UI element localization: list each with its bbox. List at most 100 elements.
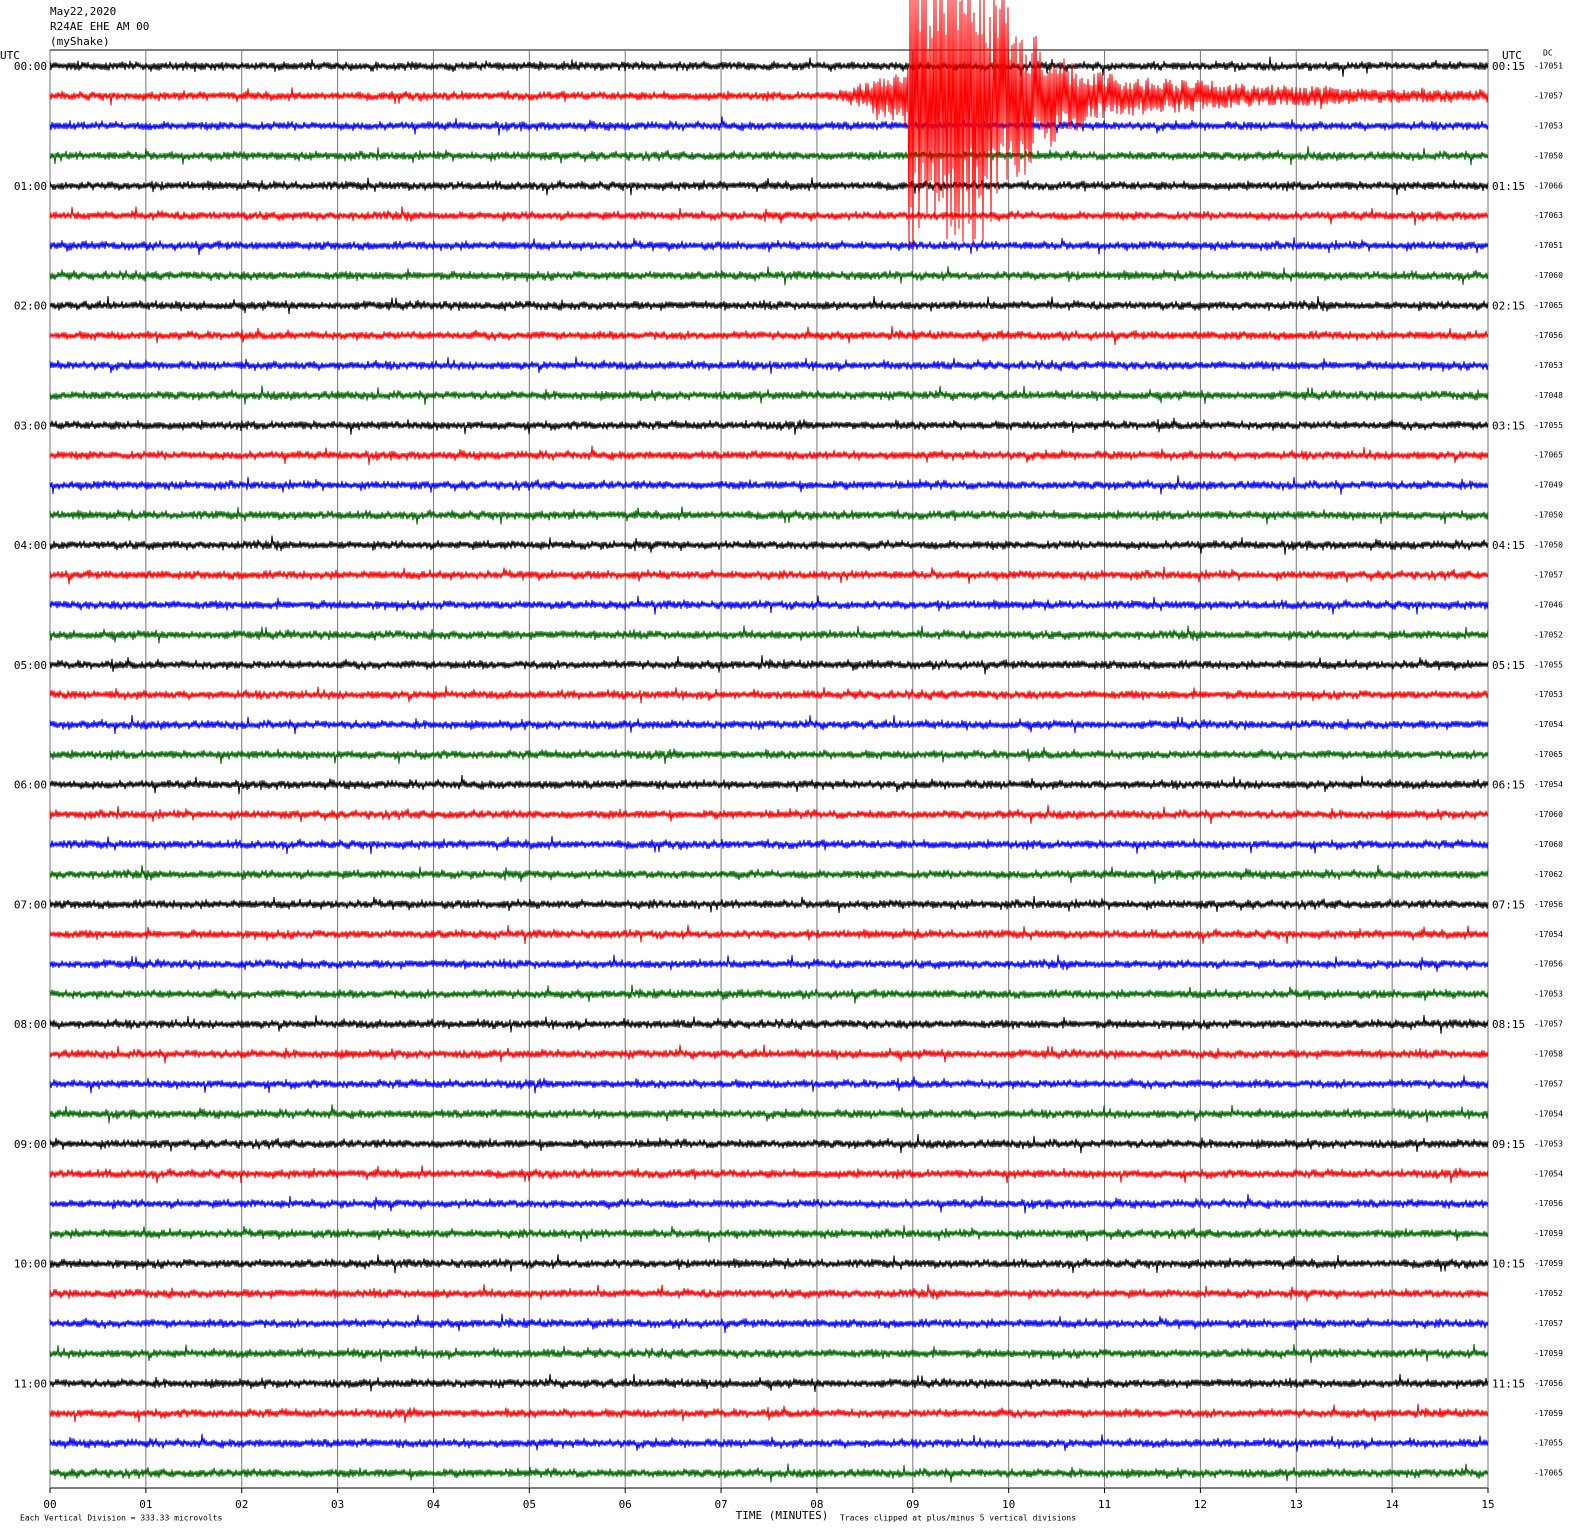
hour-label-right: 06:15 <box>1492 779 1525 792</box>
seismic-trace <box>49 445 1489 465</box>
dc-offset: -17050 <box>1534 541 1563 550</box>
seismic-trace <box>49 1254 1489 1274</box>
seismic-trace <box>49 804 1489 824</box>
dc-offset: -17059 <box>1534 1409 1563 1418</box>
x-tick-label: 10 <box>1002 1498 1015 1511</box>
hour-label-right: 09:15 <box>1492 1138 1525 1151</box>
x-tick-label: 09 <box>906 1498 919 1511</box>
hour-label-left: 01:00 <box>14 180 47 193</box>
seismic-trace <box>49 835 1489 855</box>
hour-label-right: 08:15 <box>1492 1018 1525 1031</box>
dc-offset: -17050 <box>1534 151 1563 160</box>
dc-offset: -17053 <box>1534 121 1563 130</box>
seismic-trace <box>49 1373 1489 1392</box>
seismic-trace <box>49 506 1489 525</box>
seismic-trace <box>49 0 1489 246</box>
station: R24AE EHE AM 00 <box>50 20 149 33</box>
seismic-trace <box>49 385 1489 405</box>
seismic-trace <box>49 775 1489 795</box>
dc-offset: -17065 <box>1534 301 1563 310</box>
seismic-trace <box>49 864 1489 885</box>
dc-offset: -17054 <box>1534 1109 1563 1118</box>
network: (myShake) <box>50 35 110 48</box>
seismic-trace <box>49 1433 1489 1452</box>
x-tick-label: 08 <box>810 1498 823 1511</box>
dc-offset: -17060 <box>1534 840 1563 849</box>
seismic-trace <box>49 296 1489 315</box>
hour-label-right: 04:15 <box>1492 539 1525 552</box>
hour-label-right: 10:15 <box>1492 1258 1525 1271</box>
x-tick-label: 11 <box>1098 1498 1111 1511</box>
dc-offset: -17053 <box>1534 990 1563 999</box>
seismic-trace <box>49 1463 1489 1483</box>
x-tick-label: 13 <box>1290 1498 1303 1511</box>
dc-offset: -17057 <box>1534 1079 1563 1088</box>
seismic-trace <box>49 1225 1489 1243</box>
hour-label-right: 01:15 <box>1492 180 1525 193</box>
dc-offset: -17066 <box>1534 181 1563 190</box>
seismic-trace <box>49 1343 1489 1364</box>
x-tick-label: 15 <box>1481 1498 1494 1511</box>
hour-label-left: 08:00 <box>14 1018 47 1031</box>
dc-offset: -17055 <box>1534 1439 1563 1448</box>
dc-offset: -17052 <box>1534 1289 1563 1298</box>
seismic-trace <box>49 924 1489 945</box>
seismic-trace <box>49 177 1489 196</box>
hour-label-left: 03:00 <box>14 419 47 432</box>
dc-offset: -17065 <box>1534 750 1563 759</box>
scale-note: Each Vertical Division = 333.33 microvol… <box>20 1514 222 1523</box>
x-tick-label: 04 <box>427 1498 441 1511</box>
dc-offset: -17054 <box>1534 720 1563 729</box>
seismic-trace <box>49 714 1489 735</box>
seismic-trace <box>49 685 1489 704</box>
seismic-trace <box>49 1194 1489 1214</box>
dc-offset: -17056 <box>1534 1199 1563 1208</box>
seismic-trace <box>49 625 1489 644</box>
seismic-trace <box>49 475 1489 495</box>
hour-label-right: 07:15 <box>1492 898 1525 911</box>
dc-offset: -17054 <box>1534 780 1563 789</box>
seismic-trace <box>49 116 1489 136</box>
dc-offset: -17057 <box>1534 570 1563 579</box>
dc-offset: -17065 <box>1534 451 1563 460</box>
dc-offset: -17057 <box>1534 1319 1563 1328</box>
hour-label-left: 09:00 <box>14 1138 47 1151</box>
dc-offset: -17062 <box>1534 870 1563 879</box>
dc-offset: -17055 <box>1534 660 1563 669</box>
seismic-trace <box>49 566 1489 585</box>
seismic-trace <box>49 895 1489 914</box>
seismic-trace <box>49 56 1489 77</box>
dc-offset: -17052 <box>1534 630 1563 639</box>
seismic-trace <box>49 266 1489 286</box>
hour-label-right: 02:15 <box>1492 300 1525 313</box>
seismic-trace <box>49 535 1489 555</box>
hour-label-left: 05:00 <box>14 659 47 672</box>
dc-offset: -17053 <box>1534 690 1563 699</box>
x-tick-label: 05 <box>523 1498 536 1511</box>
seismic-trace <box>49 146 1489 166</box>
x-tick-label: 14 <box>1386 1498 1400 1511</box>
clip-note: Traces clipped at plus/minus 5 vertical … <box>840 1514 1076 1523</box>
x-tick-label: 01 <box>139 1498 152 1511</box>
dc-offset: -17057 <box>1534 91 1563 100</box>
dc-offset: -17048 <box>1534 391 1563 400</box>
dc-offset: -17059 <box>1534 1259 1563 1268</box>
date: May22,2020 <box>50 5 116 18</box>
seismic-trace <box>49 954 1489 972</box>
dc-offset: -17051 <box>1534 241 1563 250</box>
x-tick-label: 00 <box>43 1498 56 1511</box>
seismic-trace <box>49 417 1489 435</box>
dc-offset: -17056 <box>1534 960 1563 969</box>
hour-label-right: 11:15 <box>1492 1377 1525 1390</box>
seismic-trace <box>49 1284 1489 1302</box>
seismic-trace <box>49 356 1489 374</box>
dc-offset: -17051 <box>1534 62 1563 71</box>
dc-offset: -17059 <box>1534 1229 1563 1238</box>
dc-offset: -17057 <box>1534 1020 1563 1029</box>
hour-label-left: 04:00 <box>14 539 47 552</box>
dc-offset: -17065 <box>1534 1469 1563 1478</box>
dc-offset: -17059 <box>1534 1349 1563 1358</box>
seismic-trace <box>49 1014 1489 1034</box>
